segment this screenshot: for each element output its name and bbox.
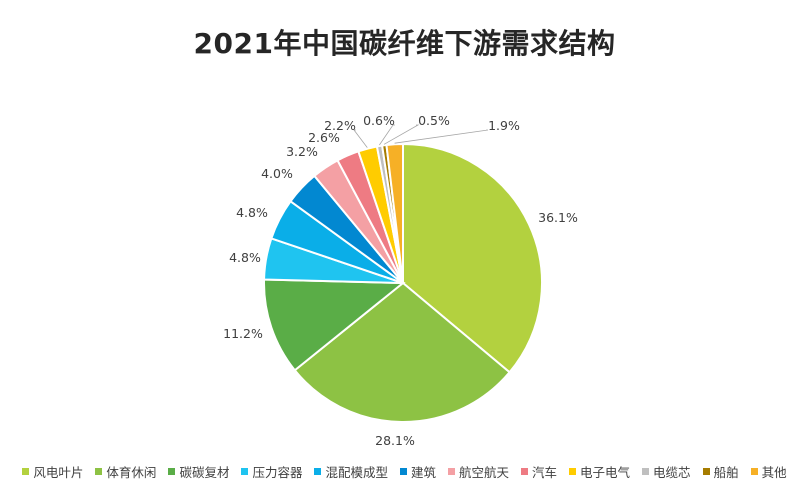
- legend-swatch: [314, 468, 322, 475]
- data-label-6: 4.0%: [261, 166, 293, 181]
- pie-slice-12: [385, 142, 404, 284]
- legend-item-5: 混配模成型: [314, 462, 388, 481]
- legend-item-2: 体育休闲: [95, 462, 156, 481]
- legend-label: 建筑: [410, 465, 436, 480]
- chart-legend: 风电叶片 体育休闲 碳碳复材 压力容器 混配模成型 建筑 航空航天 汽车 电子电气 电缆芯 船舶 其他: [0, 462, 809, 481]
- pie-slice-3: [263, 278, 406, 372]
- leader-line-9: [353, 129, 368, 148]
- data-label-9: 2.2%: [324, 118, 356, 133]
- data-label-7: 3.2%: [286, 144, 318, 159]
- legend-item-7: 航空航天: [448, 462, 509, 481]
- legend-label: 混配模成型: [325, 465, 388, 480]
- legend-label: 其他: [761, 465, 787, 480]
- legend-item-12: 其他: [750, 462, 787, 481]
- legend-item-9: 电子电气: [569, 462, 630, 481]
- data-label-3: 11.2%: [223, 326, 263, 341]
- legend-item-1: 风电叶片: [22, 462, 83, 481]
- data-label-11: 0.5%: [418, 113, 450, 128]
- chart-title: 2021年中国碳纤维下游需求结构: [193, 27, 616, 60]
- data-labels: 36.1% 28.1% 11.2% 4.8% 4.8% 4.0% 3.2%2.6%2.2% 0…: [223, 113, 578, 448]
- legend-item-8: 汽车: [521, 462, 557, 481]
- pie-slice-2: [293, 281, 511, 423]
- legend-label: 压力容器: [252, 465, 303, 480]
- legend-swatch: [22, 468, 30, 475]
- legend-swatch: [399, 468, 407, 475]
- data-label-10: 0.6%: [363, 113, 395, 128]
- data-label-12: 1.9%: [488, 118, 520, 133]
- legend-label: 汽车: [532, 465, 558, 480]
- legend-swatch: [702, 468, 710, 475]
- legend-item-4: 压力容器: [241, 462, 302, 481]
- legend-swatch: [750, 468, 758, 475]
- data-label-2: 28.1%: [375, 433, 415, 448]
- legend-label: 电缆芯: [653, 465, 691, 480]
- legend-label: 体育休闲: [106, 465, 157, 480]
- legend-swatch: [448, 468, 455, 475]
- legend-swatch: [642, 468, 650, 475]
- legend-item-6: 建筑: [399, 462, 436, 481]
- data-label-8: 2.6%: [308, 130, 340, 145]
- legend-swatch: [521, 468, 529, 475]
- pie-slices: [263, 142, 543, 423]
- legend-swatch: [95, 468, 103, 475]
- legend-label: 航空航天: [459, 465, 510, 480]
- leader-line-11: [383, 124, 420, 145]
- legend-swatch: [168, 468, 176, 475]
- legend-item-10: 电缆芯: [642, 462, 691, 481]
- data-label-4: 4.8%: [229, 250, 261, 265]
- leader-line-12: [394, 129, 489, 144]
- legend-item-3: 碳碳复材: [168, 462, 229, 481]
- leader-lines: [353, 124, 489, 148]
- pie-slice-1: [402, 142, 543, 374]
- legend-swatch: [241, 468, 249, 475]
- legend-label: 碳碳复材: [179, 465, 230, 480]
- legend-swatch: [569, 468, 577, 475]
- legend-item-11: 船舶: [702, 462, 739, 481]
- leader-line-10: [379, 124, 395, 146]
- legend-label: 电子电气: [580, 465, 631, 480]
- data-label-5: 4.8%: [236, 205, 268, 220]
- legend-label: 风电叶片: [33, 465, 84, 480]
- data-label-1: 36.1%: [538, 210, 578, 225]
- legend-label: 船舶: [713, 465, 739, 480]
